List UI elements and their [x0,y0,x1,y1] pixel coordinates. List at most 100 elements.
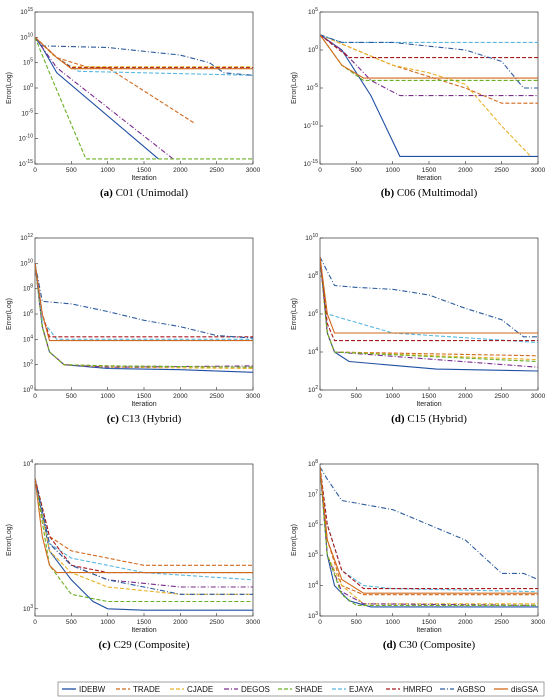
series-line-cjade [320,34,532,157]
y-tick-label: 10-10 [19,134,34,143]
y-tick-label: 108 [23,284,33,293]
x-tick-label: 500 [66,619,77,626]
y-tick-label: 102 [23,360,33,369]
series-line-ejaya [320,256,538,344]
x-tick-label: 2500 [494,393,509,400]
panel-caption: (d) C30 (Composite) [383,639,476,651]
legend-label-disgsa: disGSA [511,685,539,694]
series-line-ejaya [35,478,253,581]
x-axis-label: Iteration [416,627,441,634]
plot-frame [319,237,539,391]
y-tick-label: 100 [23,385,33,394]
x-tick-label: 1500 [137,619,152,626]
x-tick-label: 1500 [137,167,152,174]
x-tick-label: 2000 [458,393,473,400]
panel-d: 0 500 1000 1500 2000 2500 3000 102 104 106 108 1010… [291,233,546,425]
legend-label-idebw: IDEBW [79,685,106,694]
x-tick-label: 3000 [246,393,261,400]
x-tick-label: 1000 [385,619,400,626]
panel-caption: (d) C15 (Hybrid) [391,413,467,425]
x-tick-label: 2000 [458,167,473,174]
x-tick-label: 1000 [385,167,400,174]
plot-frame [34,11,254,165]
panel-caption: (c) C13 (Hybrid) [107,413,182,425]
legend-label-cjade: CJADE [187,685,213,694]
y-tick-label: 1010 [20,258,33,267]
series-line-disgsa [35,36,253,70]
y-axis-label: Error(Log) [291,298,298,330]
x-tick-label: 1000 [100,393,115,400]
y-tick-label: 1015 [20,7,33,16]
x-tick-label: 0 [33,619,37,626]
series-line-disgsa [320,256,538,334]
y-tick-label: 1012 [20,233,33,242]
panel-f: 0 500 1000 1500 2000 2500 3000 103 104 105 106 107 1… [291,459,546,651]
panel-b: 0 500 1000 1500 2000 2500 3000 10-15 10-10 10-5 10… [291,7,546,199]
series-line-agbso [320,34,538,89]
x-axis-label: Iteration [131,627,156,634]
x-tick-label: 0 [318,619,322,626]
legend-label-hmrfo: HMRFO [403,685,432,694]
y-tick-label: 10-5 [306,83,318,92]
panel-caption: (c) C29 (Composite) [98,639,189,651]
y-tick-label: 10-15 [304,159,319,168]
series-line-agbso [320,256,538,338]
x-tick-label: 1500 [137,393,152,400]
x-tick-label: 2500 [494,619,509,626]
series-line-agbso [35,36,253,76]
y-tick-label: 105 [308,7,318,16]
series-line-cjade [320,466,538,605]
y-axis-label: Error(Log) [6,524,13,556]
series-line-agbso [35,263,253,339]
x-tick-label: 0 [33,393,37,400]
x-axis-label: Iteration [131,401,156,408]
legend-box [57,681,545,697]
x-tick-label: 3000 [531,393,546,400]
series-line-hmrfo [320,34,538,59]
x-tick-label: 2500 [209,393,224,400]
x-tick-label: 0 [318,167,322,174]
x-tick-label: 2500 [494,167,509,174]
y-tick-label: 106 [23,309,33,318]
y-tick-label: 10-10 [304,121,319,130]
y-tick-label: 104 [23,459,33,468]
y-tick-label: 104 [308,347,318,356]
y-axis-label: Error(Log) [6,72,13,104]
x-tick-label: 3000 [246,167,261,174]
series-line-idebw [320,256,538,372]
y-tick-label: 105 [308,550,318,559]
y-tick-label: 103 [23,604,33,613]
x-tick-label: 500 [351,167,362,174]
y-tick-label: 108 [308,459,318,468]
y-tick-label: 1010 [305,233,318,242]
series-line-hmrfo [320,256,538,342]
y-axis-label: Error(Log) [291,72,298,104]
legend-label-trade: TRADE [133,685,160,694]
series-line-shade [35,37,253,160]
x-tick-label: 2000 [173,167,188,174]
y-tick-label: 103 [308,611,318,620]
y-axis-label: Error(Log) [6,298,13,330]
x-tick-label: 3000 [246,619,261,626]
y-tick-label: 1010 [20,32,33,41]
series-line-disgsa [35,263,253,342]
series-line-degos [35,36,174,160]
y-tick-label: 105 [23,58,33,67]
y-tick-label: 107 [308,489,318,498]
x-tick-label: 3000 [531,619,546,626]
y-tick-label: 100 [308,45,318,54]
y-tick-label: 104 [23,334,33,343]
y-axis-label: Error(Log) [291,524,298,556]
x-tick-label: 1000 [385,393,400,400]
x-tick-label: 1500 [422,167,437,174]
y-tick-label: 10-15 [19,159,34,168]
x-tick-label: 2000 [173,619,188,626]
legend-label-agbso: AGBSO [457,685,485,694]
x-tick-label: 500 [351,393,362,400]
y-tick-label: 104 [308,581,318,590]
series-line-shade [35,263,253,368]
series-line-disgsa [35,478,253,574]
x-tick-label: 2500 [209,167,224,174]
plot-frame [319,11,539,165]
x-axis-label: Iteration [416,401,441,408]
